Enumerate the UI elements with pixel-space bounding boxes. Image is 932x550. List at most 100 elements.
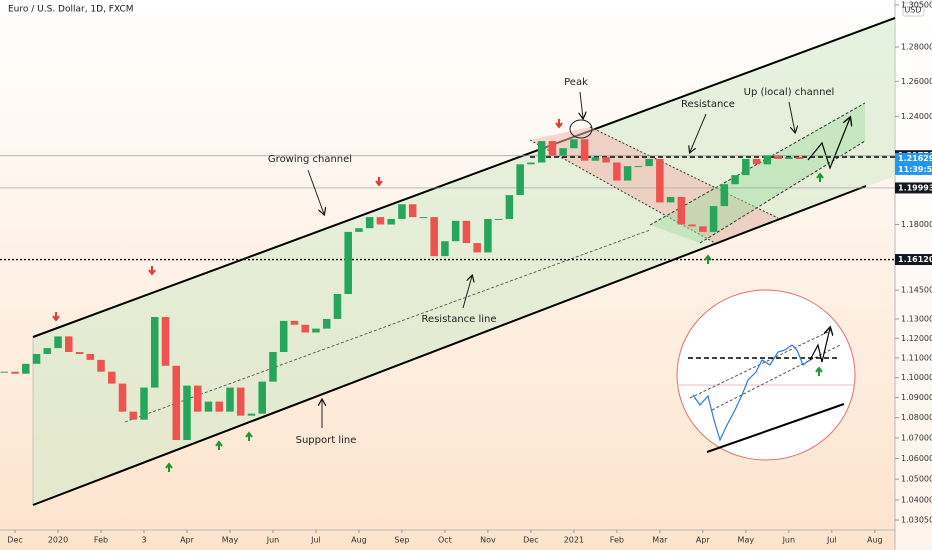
candle	[301, 324, 309, 333]
candle	[699, 226, 707, 232]
inset-channel	[689, 329, 833, 399]
candle	[441, 241, 449, 257]
currency: USD	[904, 6, 921, 15]
x-tick-label: Apr	[180, 536, 195, 545]
candle	[720, 184, 729, 207]
candle	[333, 293, 342, 319]
buy-arrow	[816, 172, 824, 182]
local-channel-line	[649, 102, 866, 226]
candle	[742, 158, 750, 176]
countdown: 11:39:59	[898, 165, 932, 174]
y-tick-label: 1.13000	[901, 314, 932, 323]
candle	[548, 141, 557, 156]
candle	[11, 371, 19, 374]
x-tick-label: Jun	[266, 536, 280, 545]
x-tick-label: Oct	[438, 536, 452, 545]
sell-arrow	[375, 177, 383, 187]
candle	[795, 157, 804, 159]
x-tick-label: Dec	[7, 536, 22, 545]
y-tick-label: 1.10000	[901, 373, 932, 382]
candle	[129, 411, 138, 420]
candle	[613, 162, 621, 181]
candle	[269, 352, 277, 382]
candle	[494, 218, 503, 220]
candle	[161, 317, 170, 366]
candle	[623, 166, 632, 181]
y-tick-label: 1.14500	[901, 286, 932, 295]
candle	[279, 320, 288, 353]
candle	[43, 348, 52, 354]
candle	[570, 139, 578, 149]
plot	[0, 139, 895, 441]
annotation-arrow	[580, 91, 583, 118]
candle	[322, 318, 331, 329]
candle	[580, 139, 589, 161]
x-tick-label: 3	[141, 536, 146, 545]
x-tick-label: Nov	[480, 536, 496, 545]
y-tick-label: 1.06000	[901, 454, 932, 463]
candle	[22, 363, 30, 374]
annotation-arrow	[462, 276, 472, 309]
y-tick-label: 1.05000	[901, 475, 932, 484]
candle	[226, 387, 234, 412]
candle	[236, 387, 245, 416]
candle	[688, 224, 696, 227]
buy-arrow	[704, 254, 712, 264]
level-label: 1.16120	[898, 255, 932, 264]
x-tick-label: Aug	[351, 536, 367, 545]
sell-arrow	[148, 266, 156, 276]
candle	[602, 157, 610, 163]
candle	[65, 336, 73, 353]
local-channel-line	[699, 140, 866, 244]
candle	[419, 217, 428, 219]
candle	[709, 206, 718, 232]
y-tick-label: 1.03050	[901, 516, 932, 525]
chart-title: Euro / U.S. Dollar, 1D, FXCM	[8, 5, 134, 15]
annotation: Resistance	[681, 99, 735, 110]
x-tick-label: Feb	[610, 536, 624, 545]
x-tick-label: Apr	[696, 536, 711, 545]
candle	[666, 196, 675, 203]
annotation-arrow	[690, 113, 707, 152]
candle	[591, 157, 600, 161]
inset-price	[692, 344, 811, 442]
inset	[676, 289, 856, 461]
candle	[118, 383, 127, 412]
candle	[785, 157, 793, 159]
x-tick-label: Feb	[94, 536, 108, 545]
candle	[516, 164, 524, 196]
candle	[97, 359, 105, 372]
x-tick-label: Jul	[310, 536, 321, 545]
level-badge	[895, 152, 932, 175]
candle	[387, 218, 395, 225]
candle	[32, 353, 41, 364]
buy-arrow	[815, 366, 823, 376]
candle	[150, 317, 159, 388]
x-tick-label: Dec	[523, 536, 538, 545]
candle	[355, 228, 363, 232]
level-badge	[895, 182, 932, 194]
candle	[204, 401, 213, 412]
candle	[75, 352, 84, 354]
candle	[108, 371, 116, 384]
annotation: Up (local) channel	[744, 87, 835, 98]
candle	[193, 385, 202, 412]
annotation: Support line	[296, 435, 357, 446]
annotation: Resistance line	[421, 314, 496, 325]
descending-channel-line	[589, 126, 779, 219]
buy-arrow	[165, 462, 173, 472]
x-tick-label: Sep	[394, 536, 409, 545]
x-tick-label: May	[222, 536, 239, 545]
x-tick-label: May	[738, 536, 755, 545]
candle	[398, 204, 406, 219]
annotation: Growing channel	[268, 154, 352, 165]
currency-box	[902, 2, 925, 17]
candle	[451, 220, 460, 242]
candle	[140, 387, 148, 420]
channel-upper-line	[32, 17, 896, 338]
candle	[559, 148, 567, 156]
growing-channel-fill	[33, 18, 895, 505]
x-tick-label: 2020	[48, 536, 68, 545]
candle	[247, 413, 256, 416]
